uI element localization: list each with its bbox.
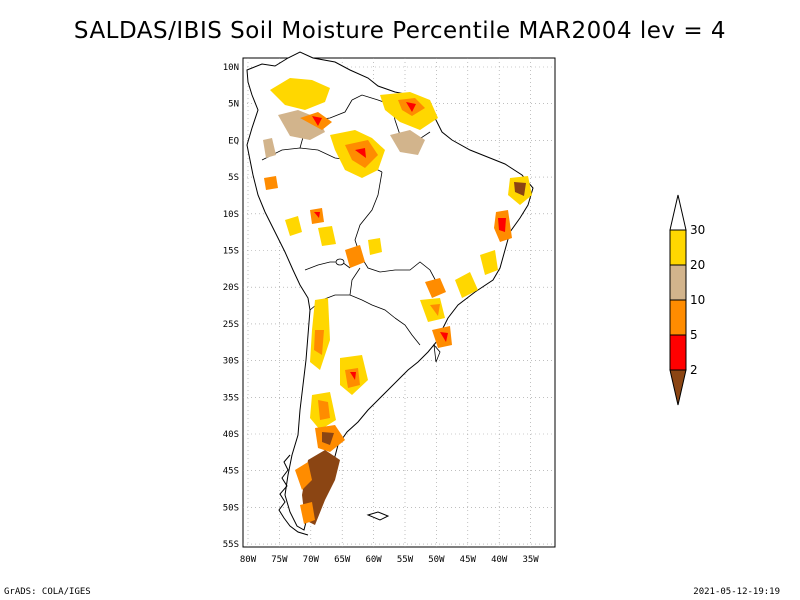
legend-swatch	[669, 229, 687, 266]
legend-label: 5	[690, 328, 698, 342]
footer-credit: GrADS: COLA/IGES	[4, 587, 91, 597]
lat-tick-label: 20S	[223, 283, 239, 293]
map-frame	[242, 57, 556, 548]
chile-fjords	[278, 454, 309, 536]
lat-tick-label: EQ	[228, 136, 239, 146]
lon-tick-label: 70W	[303, 555, 320, 565]
lat-tick-label: 5S	[228, 173, 239, 183]
lon-tick-label: 40W	[491, 555, 508, 565]
legend-swatch	[669, 264, 687, 301]
lat-tick-label: 15S	[223, 247, 239, 257]
lon-tick-label: 35W	[522, 555, 539, 565]
lat-tick-label: 55S	[223, 540, 239, 550]
lat-tick-label: 5N	[228, 100, 239, 110]
lon-tick-label: 55W	[397, 555, 414, 565]
lat-tick-label: 10N	[223, 63, 239, 73]
legend-label: 2	[690, 363, 698, 377]
legend-swatch	[669, 299, 687, 336]
legend-arrow-bottom	[669, 369, 687, 406]
map-title: SALDAS/IBIS Soil Moisture Percentile MAR…	[73, 18, 727, 44]
lon-tick-label: 60W	[365, 555, 382, 565]
colorbar-legend: 30 20 10 5 2	[669, 194, 705, 406]
legend-swatch	[669, 334, 687, 371]
legend-label: 30	[690, 223, 705, 237]
lon-tick-label: 65W	[334, 555, 351, 565]
lake-titicaca	[335, 258, 345, 266]
footer-timestamp: 2021-05-12-19:19	[693, 587, 780, 597]
lat-tick-label: 45S	[223, 467, 239, 477]
lon-tick-label: 45W	[460, 555, 477, 565]
lagoa-dos-patos	[433, 343, 441, 363]
falkland-islands	[366, 511, 390, 521]
legend-label: 20	[690, 258, 705, 272]
lon-tick-label: 75W	[271, 555, 288, 565]
percentile-shading	[263, 78, 532, 525]
lon-tick-label: 80W	[240, 555, 257, 565]
lat-tick-label: 40S	[223, 430, 239, 440]
legend-arrow-top	[669, 194, 687, 231]
lat-tick-label: 30S	[223, 357, 239, 367]
lat-tick-label: 50S	[223, 503, 239, 513]
axis-tick-labels: 80W 75W 70W 65W 60W 55W 50W 45W 40W 35W 10N 5N EQ 5S 1…	[223, 63, 540, 565]
lat-tick-label: 35S	[223, 393, 239, 403]
legend-label: 10	[690, 293, 705, 307]
lon-tick-label: 50W	[428, 555, 445, 565]
lat-tick-label: 10S	[223, 210, 239, 220]
lat-tick-label: 25S	[223, 320, 239, 330]
